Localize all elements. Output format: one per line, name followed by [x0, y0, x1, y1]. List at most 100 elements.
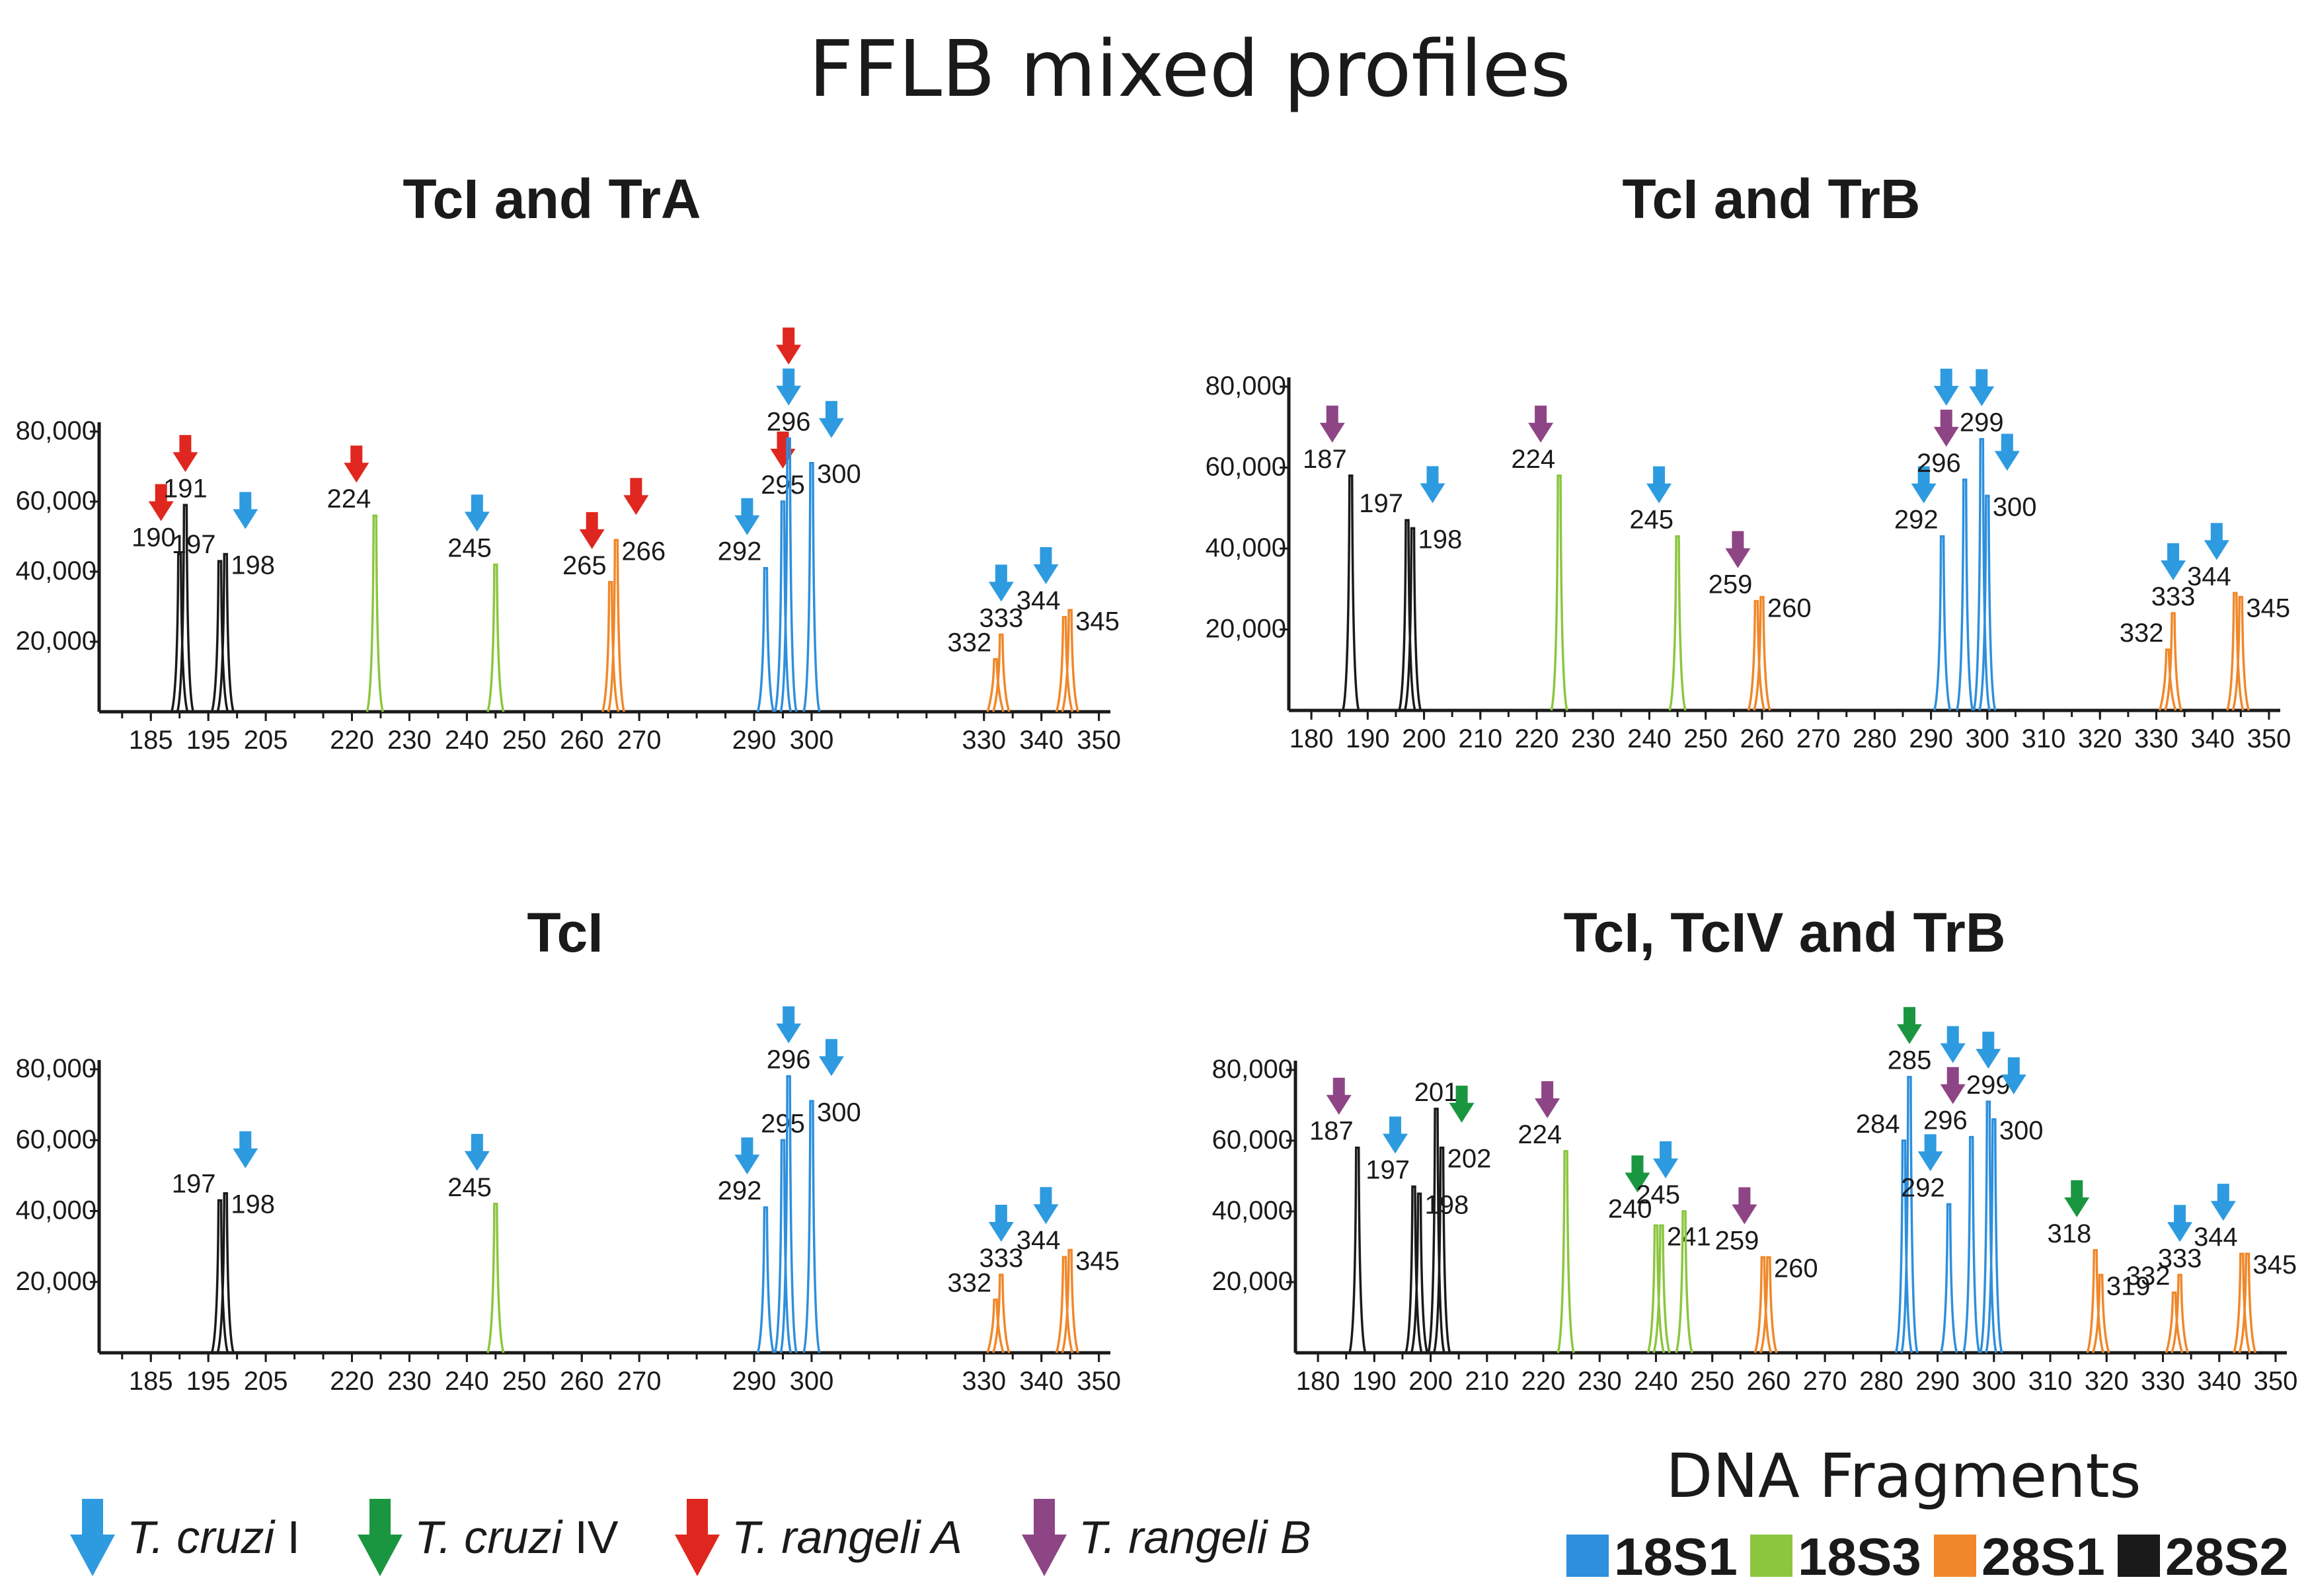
- peak-label-187: 187: [1303, 445, 1347, 474]
- peak-333: [992, 633, 1011, 712]
- peak-292: [756, 1206, 775, 1353]
- x-tick-label: 280: [1853, 724, 1897, 753]
- x-tick-label: 280: [1859, 1367, 1904, 1396]
- x-tick-label: 220: [330, 726, 374, 755]
- legend-item-tcruzi-IV: T. cruzi IV: [358, 1499, 619, 1576]
- tcruzi-I-arrow-icon: [1033, 547, 1059, 584]
- peak-190: [171, 552, 189, 712]
- x-tick-label: 230: [387, 1367, 432, 1396]
- peak-label-296: 296: [767, 408, 811, 437]
- x-tick-label: 320: [2078, 724, 2122, 753]
- peak-label-300: 300: [817, 460, 861, 489]
- peak-label-187: 187: [1309, 1117, 1354, 1146]
- x-tick-label: 270: [1796, 724, 1841, 753]
- peak-label-292: 292: [1901, 1173, 1945, 1202]
- tcruzi-I-arrow-icon: [2167, 1205, 2193, 1242]
- x-tick-label: 330: [962, 1367, 1006, 1396]
- trangeli-B-arrow-icon: [1022, 1499, 1067, 1576]
- x-tick-label: 250: [1683, 724, 1728, 753]
- tcruzi-I-arrow-icon: [464, 494, 490, 532]
- peak-label-344: 344: [1017, 586, 1061, 615]
- peak-333: [2171, 1273, 2189, 1353]
- x-tick-label: 220: [330, 1367, 374, 1396]
- x-tick-label: 240: [445, 1367, 489, 1396]
- peak-label-296: 296: [767, 1045, 811, 1075]
- x-tick-label: 190: [1352, 1367, 1397, 1396]
- peak-292: [756, 566, 775, 712]
- y-tick-label: 20,000: [1206, 615, 1286, 644]
- peak-332: [2165, 1291, 2184, 1353]
- x-tick-label: 290: [732, 726, 777, 755]
- peak-label-345: 345: [2252, 1250, 2297, 1279]
- fragment-swatch: [2118, 1535, 2160, 1577]
- peak-label-224: 224: [327, 484, 371, 513]
- peak-label-332: 332: [2126, 1262, 2171, 1291]
- legend-label: T. rangeli A: [732, 1511, 962, 1563]
- tcruzi-I-arrow-icon: [1033, 1187, 1059, 1225]
- peak-259: [1753, 1256, 1773, 1353]
- x-tick-label: 220: [1515, 724, 1559, 753]
- peak-label-198: 198: [1418, 525, 1463, 554]
- trangeli-A-arrow-icon: [776, 327, 802, 365]
- x-tick-label: 180: [1289, 724, 1334, 753]
- peak-label-245: 245: [447, 533, 492, 562]
- tcruzi-I-arrow-icon: [1976, 1032, 2001, 1069]
- fragment-swatch: [1750, 1535, 1792, 1577]
- peak-224: [365, 514, 384, 712]
- x-tick-label: 240: [1627, 724, 1672, 753]
- x-tick-label: 350: [2254, 1367, 2298, 1396]
- x-tick-label: 210: [1458, 724, 1502, 753]
- peak-197: [1404, 1185, 1423, 1353]
- x-tick-label: 185: [129, 726, 173, 755]
- peak-299: [1972, 437, 1991, 711]
- x-tick-label: 250: [502, 1367, 547, 1396]
- peak-label-197: 197: [172, 1169, 216, 1198]
- peak-label-295: 295: [761, 1109, 805, 1138]
- tcruzi-I-arrow-icon: [233, 492, 258, 529]
- x-tick-label: 300: [790, 726, 834, 755]
- tcruzi-I-arrow-icon: [1940, 1026, 1966, 1063]
- x-tick-label: 230: [1578, 1367, 1622, 1396]
- tcruzi-I-arrow-icon: [734, 1137, 760, 1175]
- peak-label-292: 292: [1894, 506, 1939, 535]
- trangeli-B-arrow-icon: [1319, 405, 1345, 443]
- peak-label-332: 332: [2120, 619, 2164, 648]
- x-tick-label: 270: [617, 1367, 662, 1396]
- peak-300: [802, 461, 821, 712]
- y-tick-label: 60,000: [16, 1125, 96, 1154]
- y-tick-label: 60,000: [1206, 453, 1286, 482]
- peak-300: [1978, 494, 1997, 711]
- tcruzi-IV-arrow-icon: [1896, 1007, 1922, 1044]
- peak-label-300: 300: [1993, 492, 2037, 521]
- peak-label-332: 332: [947, 1269, 991, 1298]
- peak-label-197: 197: [1359, 489, 1403, 518]
- x-tick-label: 350: [1077, 726, 1121, 755]
- peak-224: [1557, 1150, 1575, 1353]
- tcruzi-I-arrow-icon: [1994, 434, 2020, 471]
- peak-label-198: 198: [231, 1190, 275, 1219]
- legend-item-trangeli-A: T. rangeli A: [675, 1499, 962, 1576]
- peak-label-265: 265: [562, 551, 607, 580]
- x-tick-label: 310: [2028, 1367, 2073, 1396]
- tcruzi-IV-arrow-icon: [358, 1499, 403, 1576]
- x-tick-label: 260: [560, 1367, 604, 1396]
- trangeli-B-arrow-icon: [1933, 409, 1959, 447]
- tcruzi-I-arrow-icon: [734, 498, 760, 535]
- trangeli-B-arrow-icon: [1528, 405, 1554, 443]
- legend-label: T. cruzi I: [127, 1511, 300, 1563]
- y-tick-label: 20,000: [1212, 1267, 1293, 1296]
- x-tick-label: 340: [1019, 1367, 1063, 1396]
- peak-label-260: 260: [1774, 1254, 1818, 1283]
- peak-292: [1933, 535, 1952, 711]
- peak-label-345: 345: [2246, 594, 2290, 623]
- trangeli-A-arrow-icon: [770, 432, 796, 469]
- peak-332: [986, 658, 1005, 712]
- peak-label-295: 295: [761, 471, 805, 500]
- y-tick-label: 40,000: [1212, 1196, 1293, 1225]
- tcruzi-I-arrow-icon: [2204, 523, 2229, 560]
- peak-344: [2233, 1252, 2251, 1353]
- peak-345: [2238, 1252, 2257, 1353]
- peak-296: [1956, 478, 1974, 711]
- peak-label-333: 333: [2158, 1244, 2202, 1273]
